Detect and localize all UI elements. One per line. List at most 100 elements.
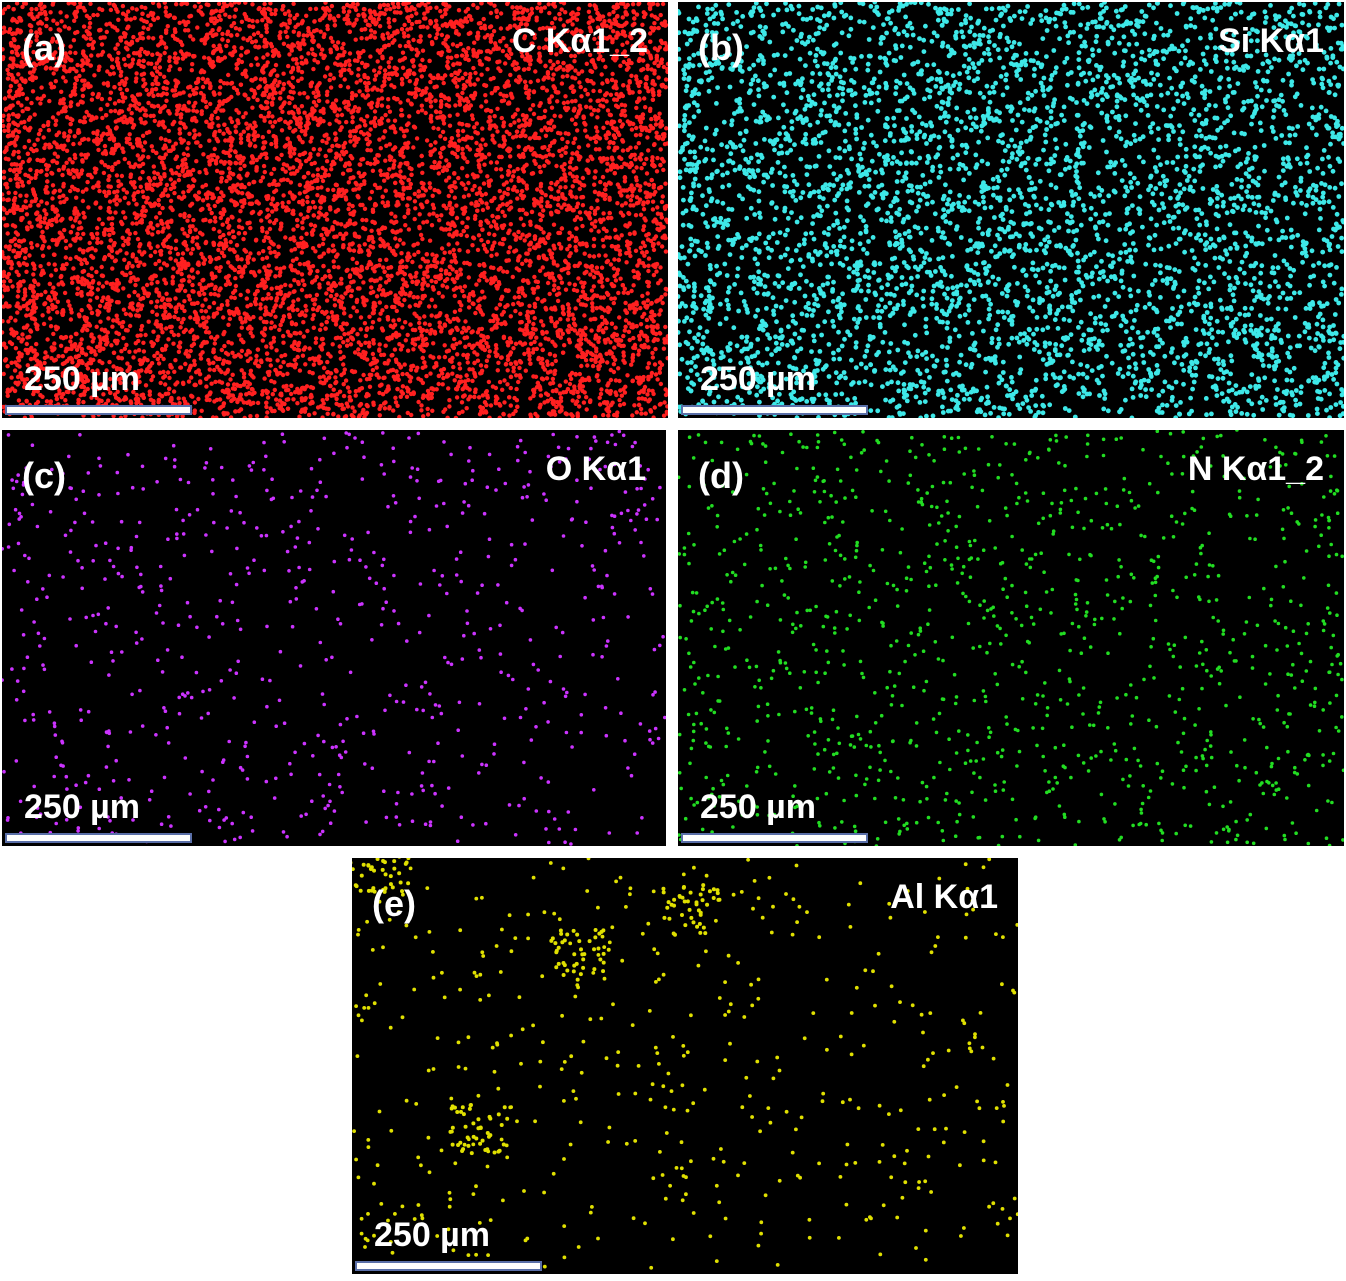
dot xyxy=(279,128,285,133)
dot xyxy=(428,143,433,148)
dot xyxy=(519,319,524,325)
dot xyxy=(386,16,391,22)
dot xyxy=(466,325,471,331)
dot xyxy=(480,393,486,398)
dot xyxy=(255,19,260,24)
dot xyxy=(251,94,256,100)
dot xyxy=(492,232,497,238)
dot xyxy=(248,368,254,373)
dot xyxy=(440,168,446,174)
dot xyxy=(46,305,51,311)
dot xyxy=(350,115,355,120)
dot xyxy=(636,396,642,401)
dot xyxy=(419,408,424,413)
dot xyxy=(621,350,626,355)
dot xyxy=(149,300,154,305)
dot xyxy=(235,32,240,38)
dot xyxy=(543,133,549,138)
dot xyxy=(272,249,277,255)
dot xyxy=(286,9,291,14)
dot xyxy=(512,120,517,125)
dot xyxy=(501,269,506,274)
dot xyxy=(333,98,339,103)
dot xyxy=(576,394,581,399)
dot xyxy=(462,260,467,266)
dot xyxy=(13,176,18,181)
dot xyxy=(561,23,566,28)
dot xyxy=(464,406,469,411)
dot xyxy=(197,132,202,137)
dot xyxy=(444,63,450,69)
dot xyxy=(538,217,543,223)
dot xyxy=(136,338,141,344)
dot xyxy=(611,119,617,125)
dot xyxy=(287,190,293,195)
dot xyxy=(397,342,402,347)
dot xyxy=(2,175,7,180)
dot xyxy=(515,196,520,201)
dot xyxy=(566,270,571,276)
dot xyxy=(367,23,372,28)
dot xyxy=(518,133,523,139)
dot xyxy=(412,199,418,204)
dot xyxy=(368,362,373,367)
dot xyxy=(155,92,161,98)
dot xyxy=(407,304,412,309)
dot xyxy=(380,56,385,61)
dot xyxy=(369,228,374,233)
dot xyxy=(479,200,485,205)
dot xyxy=(612,273,617,279)
dot xyxy=(566,203,571,208)
dot xyxy=(144,87,149,93)
dot xyxy=(547,10,552,16)
dot xyxy=(164,291,169,296)
dot xyxy=(384,143,389,148)
dot xyxy=(588,398,593,403)
dot xyxy=(560,136,565,142)
dot xyxy=(163,5,169,10)
dot xyxy=(273,8,278,13)
dot xyxy=(641,224,647,229)
dot xyxy=(580,194,586,200)
dot xyxy=(265,207,270,212)
dot xyxy=(565,73,570,79)
dot xyxy=(197,282,202,287)
dot xyxy=(48,316,53,321)
dot xyxy=(324,393,330,398)
dot xyxy=(582,271,587,276)
dot xyxy=(427,33,432,39)
dot xyxy=(82,115,87,120)
dot xyxy=(488,224,494,229)
dot xyxy=(29,100,34,106)
dot xyxy=(217,128,222,134)
dot xyxy=(450,150,455,155)
dot xyxy=(191,217,196,223)
dot xyxy=(246,96,251,102)
dot xyxy=(623,324,628,329)
dot xyxy=(94,269,99,275)
dot xyxy=(15,310,20,315)
dot xyxy=(9,375,14,380)
dot xyxy=(459,330,465,335)
dot xyxy=(504,129,509,134)
dot xyxy=(436,381,441,387)
dot xyxy=(606,413,611,418)
dot xyxy=(149,281,154,286)
dot xyxy=(156,334,161,339)
dot xyxy=(620,148,626,153)
dot xyxy=(355,2,360,7)
dot xyxy=(107,359,112,365)
dot xyxy=(70,224,76,229)
dot xyxy=(95,129,100,134)
dot xyxy=(16,272,21,278)
dot xyxy=(175,165,181,170)
dot xyxy=(30,89,36,94)
dot xyxy=(652,46,658,51)
dot xyxy=(530,286,535,292)
dot xyxy=(454,395,460,400)
dot xyxy=(194,109,200,114)
dot xyxy=(415,241,420,246)
dot xyxy=(645,279,650,285)
dot xyxy=(539,319,544,324)
dot xyxy=(348,314,353,319)
